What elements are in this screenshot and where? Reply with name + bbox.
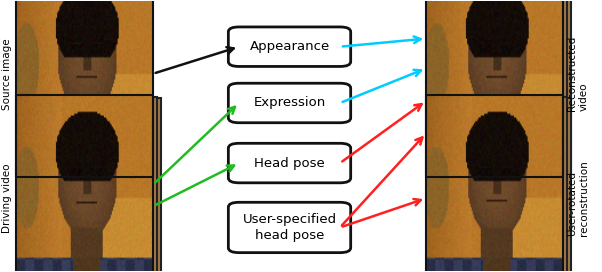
Text: Appearance: Appearance [249,40,330,53]
Text: User-specified
head pose: User-specified head pose [243,213,337,242]
Text: Source image: Source image [2,38,11,110]
FancyBboxPatch shape [20,97,157,272]
Text: User-rotated
reconstruction: User-rotated reconstruction [568,160,589,236]
Text: Expression: Expression [253,97,326,110]
FancyBboxPatch shape [228,202,351,253]
FancyBboxPatch shape [228,27,351,66]
FancyBboxPatch shape [228,143,351,183]
Text: Reconstructed
video: Reconstructed video [568,36,589,112]
FancyBboxPatch shape [228,83,351,123]
FancyBboxPatch shape [25,98,161,272]
FancyBboxPatch shape [430,97,567,272]
Text: Driving video: Driving video [2,163,11,233]
FancyBboxPatch shape [435,98,571,272]
FancyBboxPatch shape [430,0,567,178]
Text: Head pose: Head pose [254,157,325,169]
FancyBboxPatch shape [435,0,571,179]
